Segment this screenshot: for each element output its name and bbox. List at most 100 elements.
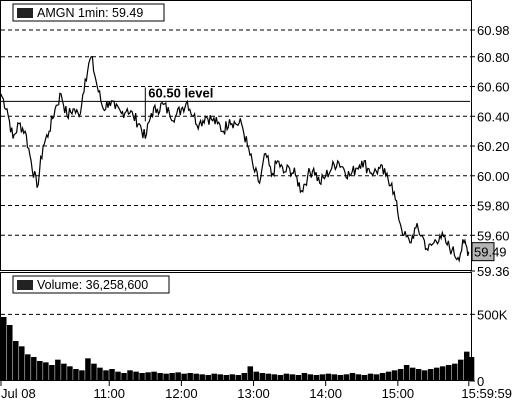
volume-bar — [385, 371, 392, 381]
price-tick-label: 60.00 — [477, 169, 510, 184]
volume-bar — [139, 373, 145, 381]
price-legend-box — [12, 3, 165, 22]
volume-bar — [121, 373, 127, 381]
volume-bar — [433, 367, 440, 381]
volume-tick-label: 500K — [477, 307, 508, 322]
volume-bar — [199, 374, 205, 381]
volume-bar — [313, 375, 320, 381]
volume-bar — [151, 371, 157, 381]
volume-bar — [439, 366, 446, 381]
volume-legend-swatch — [17, 280, 33, 290]
volume-bar — [175, 372, 181, 381]
volume-bar — [427, 369, 434, 381]
volume-bar — [373, 374, 380, 381]
volume-legend-box — [12, 275, 170, 294]
time-tick-label: 14:00 — [309, 386, 342, 401]
price-legend: AMGN 1min: 59.49 — [12, 3, 165, 22]
volume-bar — [211, 373, 217, 381]
price-axis: 59.36 59.60 59.80 60.00 60.20 60.40 60.60 60.80… — [470, 23, 510, 279]
volume-bar — [193, 373, 199, 381]
volume-legend-label: Volume: 36,258,600 — [37, 278, 148, 292]
volume-bar — [367, 373, 374, 381]
volume-bar — [37, 361, 43, 381]
volume-bar — [223, 375, 229, 381]
volume-legend: Volume: 36,258,600 — [12, 275, 170, 294]
volume-bars — [1, 317, 475, 381]
volume-bar — [115, 371, 121, 381]
volume-bar — [409, 367, 416, 381]
volume-bar — [103, 370, 109, 381]
price-tick-label: 60.60 — [477, 80, 510, 95]
price-tick-label: 59.36 — [477, 264, 510, 279]
volume-bar — [241, 373, 248, 381]
volume-bar — [67, 366, 73, 381]
volume-bar — [457, 359, 464, 381]
volume-bar — [295, 375, 302, 381]
volume-bar — [289, 374, 296, 381]
volume-bar — [325, 373, 332, 381]
last-price-label: 59.49 — [474, 245, 507, 260]
volume-bar — [229, 374, 235, 381]
volume-bar — [73, 369, 79, 381]
volume-bar — [79, 370, 85, 381]
volume-bar — [253, 371, 260, 381]
time-tick-label: 13:00 — [237, 386, 270, 401]
volume-axis: 0 500K — [470, 307, 508, 389]
volume-bar — [43, 362, 49, 381]
volume-bar — [247, 366, 254, 381]
volume-bar — [187, 373, 193, 381]
time-tick-label: 11:00 — [93, 386, 125, 401]
volume-bar — [421, 370, 428, 381]
volume-bar — [307, 374, 314, 381]
volume-bar — [157, 373, 163, 381]
volume-bar — [265, 373, 272, 381]
price-legend-label: AMGN 1min: 59.49 — [37, 6, 143, 20]
volume-bar — [319, 374, 326, 381]
volume-bar — [19, 346, 25, 381]
volume-bar — [109, 369, 115, 381]
time-tick-label: Jul 08 — [1, 386, 36, 401]
price-tick-label: 60.80 — [477, 50, 510, 65]
volume-bar — [468, 357, 475, 381]
volume-bar — [331, 374, 338, 381]
volume-bar — [391, 370, 398, 381]
volume-bar — [301, 373, 308, 381]
volume-bar — [451, 363, 458, 381]
volume-bar — [271, 374, 278, 381]
volume-bar — [343, 374, 350, 381]
last-price-badge: 59.49 — [471, 242, 507, 262]
volume-bar — [181, 373, 187, 381]
price-tick-label: 59.80 — [477, 199, 510, 214]
price-legend-swatch — [17, 8, 33, 18]
volume-bar — [13, 341, 19, 381]
volume-bar — [277, 375, 284, 381]
time-tick-label: 12:00 — [165, 386, 198, 401]
volume-bar — [337, 375, 344, 381]
volume-bar — [463, 351, 470, 381]
volume-bar — [397, 369, 404, 381]
time-axis: Jul 08 11:00 12:00 13:00 14:00 15:00 15:59:59 — [0, 381, 512, 401]
time-tick-label: 15:00 — [382, 386, 415, 401]
price-tick-label: 60.40 — [477, 109, 510, 124]
volume-bar — [25, 354, 31, 381]
volume-bar — [361, 375, 368, 381]
price-gridlines — [1, 29, 470, 236]
volume-bar — [163, 373, 169, 381]
volume-bar — [403, 365, 410, 381]
price-tick-label: 60.20 — [477, 139, 510, 154]
volume-bar — [61, 363, 67, 381]
volume-bar — [379, 373, 386, 381]
volume-bar — [145, 372, 151, 381]
volume-tick-label: 0 — [477, 374, 484, 389]
price-tick-label: 59.60 — [477, 228, 510, 243]
volume-bar — [133, 371, 139, 381]
volume-bar — [97, 367, 103, 381]
volume-bar — [415, 369, 422, 381]
volume-bar — [259, 373, 266, 381]
price-series-line — [0, 55, 470, 263]
volume-bar — [445, 365, 452, 381]
reference-line-label: 60.50 level — [148, 85, 213, 100]
volume-bar — [235, 375, 242, 381]
volume-bar — [205, 375, 211, 381]
